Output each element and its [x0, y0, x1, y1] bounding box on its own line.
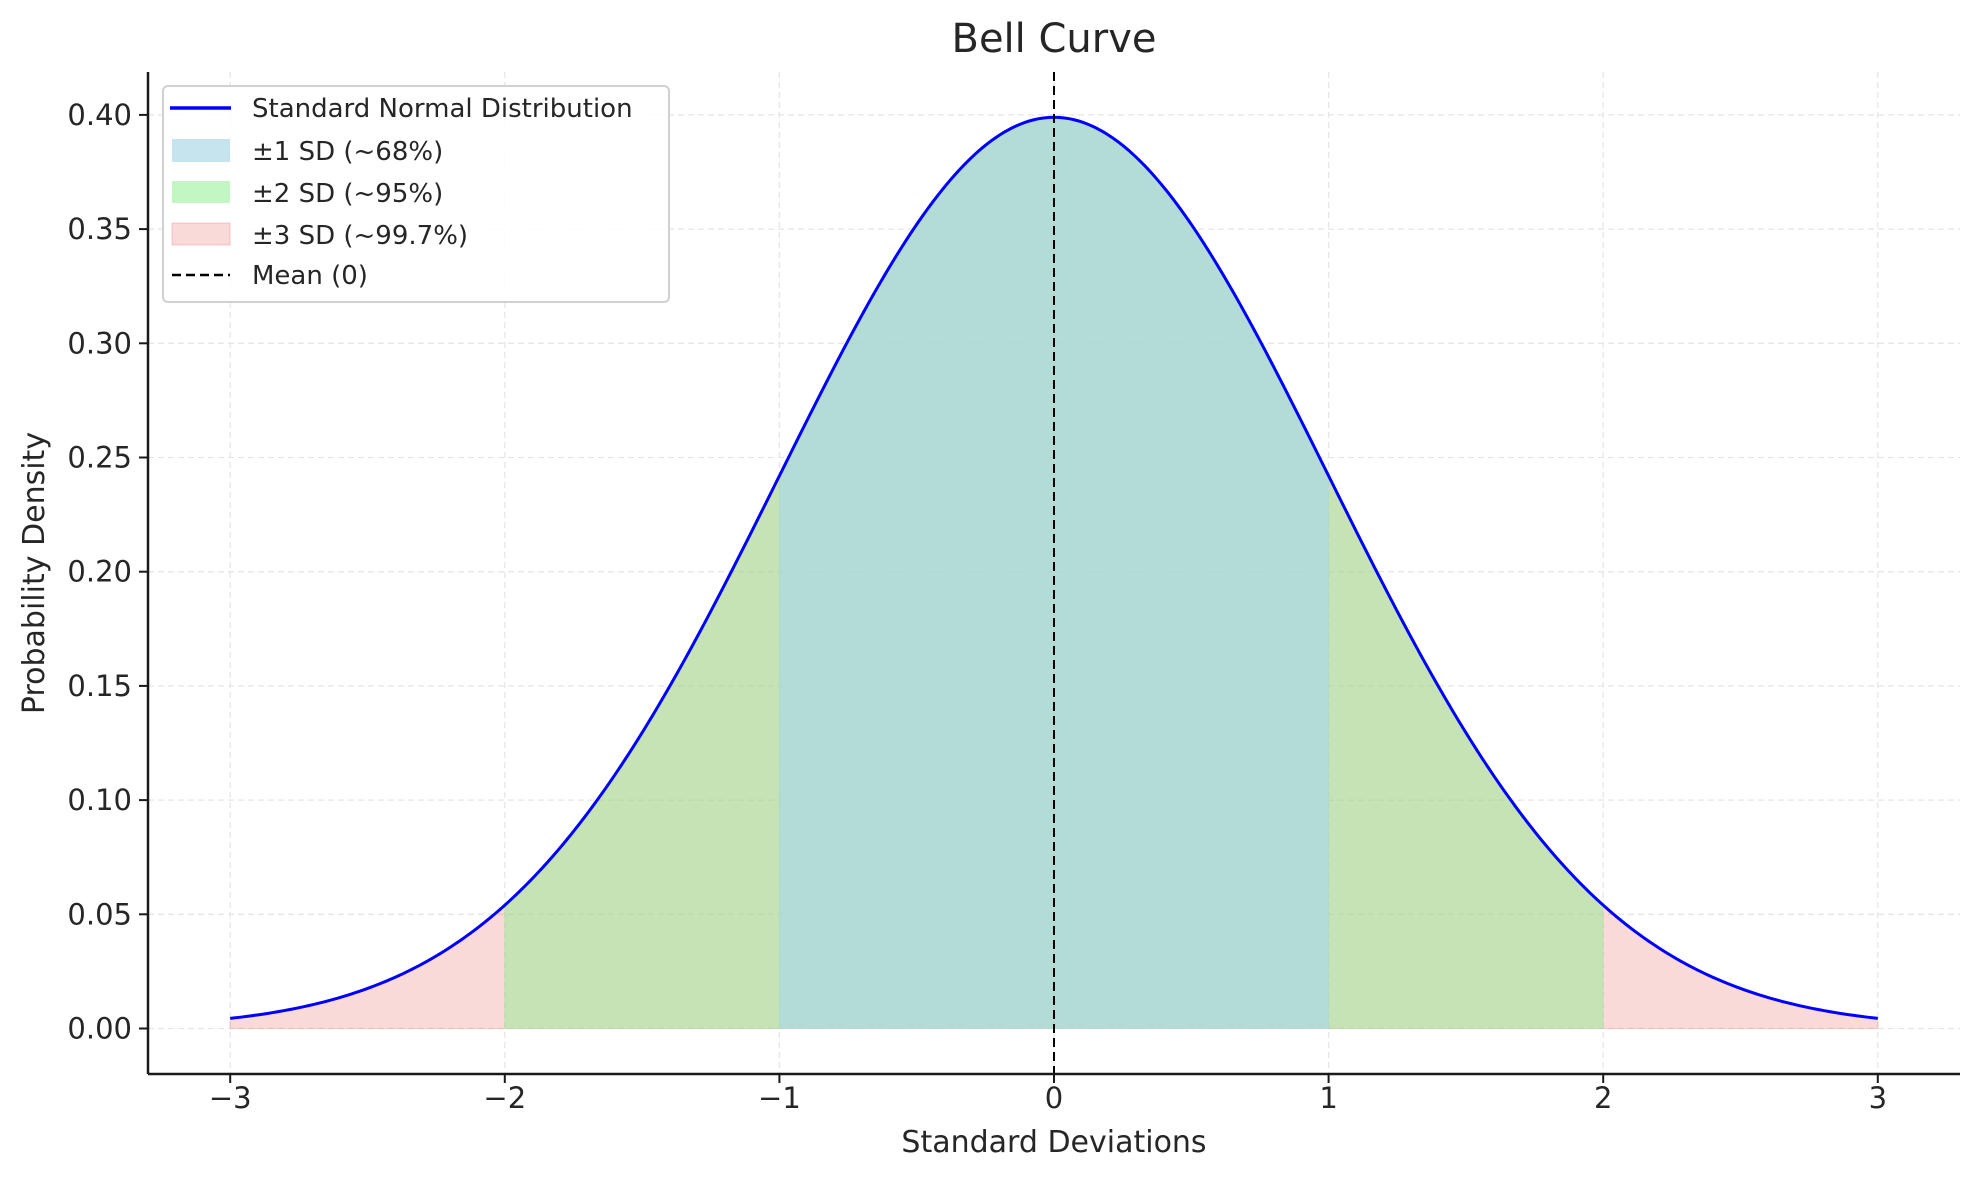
y-tick-label: 0.35 [67, 212, 132, 246]
legend-swatch-1sd [172, 139, 230, 162]
x-ticks: −3 −2 −1 0 1 2 3 [209, 1074, 1887, 1115]
x-tick-label: −2 [483, 1081, 526, 1115]
legend-swatch-2sd [172, 181, 230, 203]
y-tick-label: 0.20 [67, 555, 132, 589]
y-tick-label: 0.25 [67, 441, 132, 475]
x-tick-label: 3 [1869, 1081, 1887, 1115]
y-tick-label: 0.00 [67, 1012, 132, 1046]
y-tick-label: 0.15 [67, 669, 132, 703]
legend-label-curve: Standard Normal Distribution [252, 94, 633, 124]
x-axis-label: Standard Deviations [901, 1125, 1206, 1160]
legend-label-3sd: ±3 SD (~99.7%) [252, 221, 468, 251]
legend-box [162, 85, 670, 303]
legend-label-1sd: ±1 SD (~68%) [252, 137, 443, 167]
y-ticks: 0.00 0.05 0.10 0.15 0.20 0.25 0.30 0.35 0.40 [67, 98, 148, 1046]
legend-label-2sd: ±2 SD (~95%) [252, 179, 443, 209]
y-axis-label: Probability Density [17, 432, 52, 714]
y-tick-label: 0.40 [67, 98, 132, 132]
y-tick-label: 0.30 [67, 326, 132, 360]
x-tick-label: −3 [209, 1081, 252, 1115]
x-tick-label: −1 [758, 1081, 801, 1115]
y-tick-label: 0.10 [67, 783, 132, 817]
x-tick-label: 2 [1594, 1081, 1612, 1115]
x-tick-label: 1 [1319, 1081, 1337, 1115]
legend-swatch-3sd [171, 222, 231, 246]
legend-label-mean: Mean (0) [252, 261, 368, 291]
y-tick-label: 0.05 [67, 897, 132, 931]
sd-bands [229, 116, 1879, 1029]
chart-title: Bell Curve [952, 16, 1157, 62]
legend: Standard Normal Distribution ±1 SD (~68%… [162, 85, 670, 303]
x-tick-label: 0 [1045, 1081, 1063, 1115]
